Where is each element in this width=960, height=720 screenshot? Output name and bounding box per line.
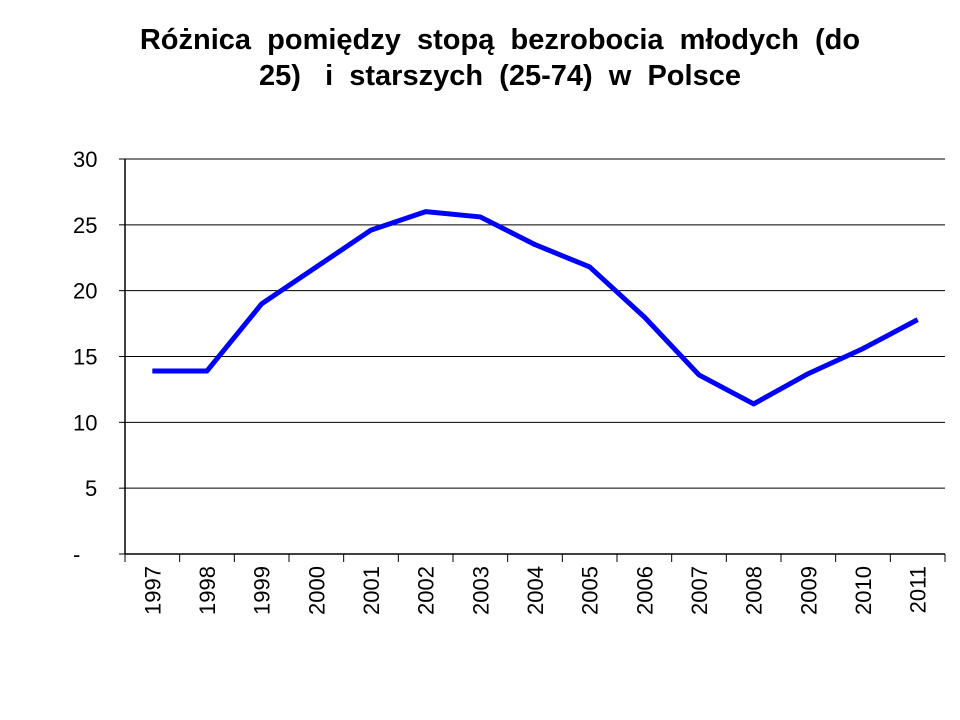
x-tick-label: 2011 [906,566,931,613]
x-tick-label: 2000 [304,566,329,615]
x-tick-label: 2005 [578,566,603,615]
x-tick-label: 2006 [632,566,657,615]
x-tick-label: 1999 [250,566,275,615]
x-tick-label: 2003 [468,566,493,615]
y-tick-label: 25 [73,213,97,238]
x-tick-label: 2010 [851,566,876,615]
chart-title: Różnica pomiędzy stopą bezrobocia młodyc… [0,22,960,94]
x-tick-label: 2001 [359,566,384,615]
y-tick-label: 5 [85,476,97,501]
chart-title-line-1: Różnica pomiędzy stopą bezrobocia młodyc… [139,24,861,56]
y-tick-label: 20 [73,279,97,304]
y-tick-label: - [73,542,80,567]
chart-title-line-2: 25) i starszych (25-74) w Polsce [259,60,741,92]
x-tick-label: 2008 [742,566,767,615]
x-tick-label: 2004 [523,566,548,615]
x-tick-label: 2009 [796,566,821,615]
y-tick-label: 15 [73,345,97,370]
x-tick-label: 2007 [687,566,712,615]
x-tick-label: 1997 [140,566,165,615]
series-line [152,209,919,407]
y-tick-label: 30 [73,147,97,172]
x-tick-label: 2002 [414,566,439,615]
y-tick-label: 10 [73,410,97,435]
x-tick-label: 1998 [195,566,220,615]
